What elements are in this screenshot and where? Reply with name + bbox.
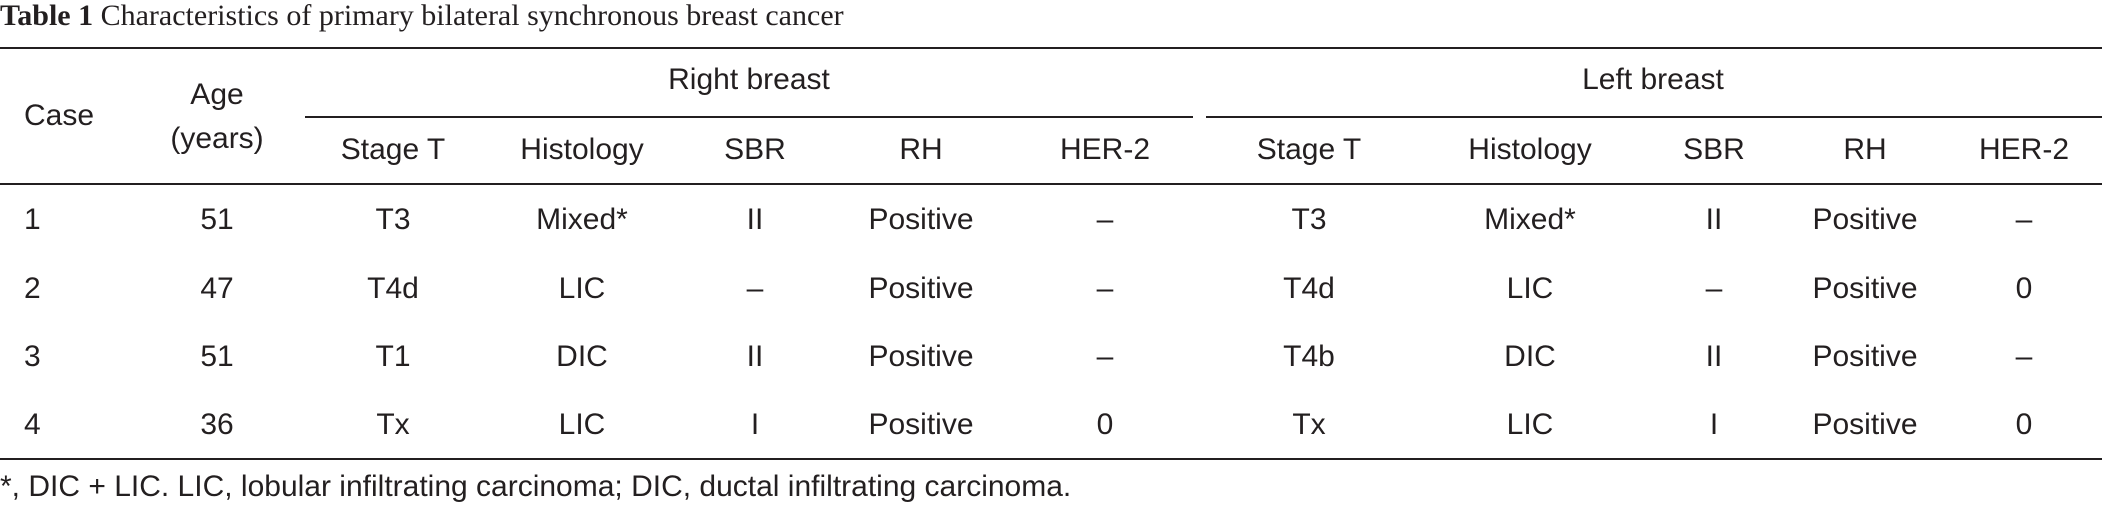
left-breast-rule	[1206, 116, 2102, 118]
row-age: 51	[200, 340, 234, 373]
row-right-rh: Positive	[868, 340, 974, 373]
header-right-histology: Histology	[520, 133, 644, 166]
row-left-stage: Tx	[1292, 408, 1326, 441]
header-left-histology: Histology	[1468, 133, 1592, 166]
row-left-stage: T4b	[1283, 340, 1335, 373]
row-right-sbr: I	[750, 408, 760, 441]
row-left-her2: 0	[2015, 272, 2033, 305]
row-right-sbr: II	[746, 203, 764, 236]
table-footnote: *, DIC + LIC. LIC, lobular infiltrating …	[0, 470, 1072, 503]
row-right-her2: 0	[1096, 408, 1114, 441]
header-left-rh: RH	[1843, 133, 1887, 166]
row-left-her2: 0	[2015, 408, 2033, 441]
row-right-histology: LIC	[558, 408, 606, 441]
row-right-stage: T1	[375, 340, 411, 373]
row-left-sbr: I	[1709, 408, 1719, 441]
row-left-sbr: II	[1705, 340, 1723, 373]
row-left-rh: Positive	[1812, 408, 1918, 441]
header-left-sbr: SBR	[1683, 133, 1745, 166]
row-right-rh: Positive	[868, 408, 974, 441]
header-right-sbr: SBR	[724, 133, 786, 166]
header-bottom-rule	[0, 183, 2102, 185]
row-case: 4	[24, 408, 41, 441]
row-right-sbr: –	[746, 272, 764, 305]
row-left-stage: T3	[1291, 203, 1327, 236]
row-left-histology: LIC	[1506, 408, 1554, 441]
header-left-breast: Left breast	[1582, 63, 1724, 96]
row-left-sbr: II	[1705, 203, 1723, 236]
header-right-rh: RH	[899, 133, 943, 166]
header-case: Case	[24, 99, 95, 132]
row-right-rh: Positive	[868, 272, 974, 305]
header-right-breast: Right breast	[668, 63, 830, 96]
row-age: 51	[200, 203, 234, 236]
row-left-her2: –	[2015, 340, 2033, 373]
row-age: 47	[200, 272, 234, 305]
row-right-histology: LIC	[558, 272, 606, 305]
table-caption-text: Characteristics of primary bilateral syn…	[100, 0, 844, 32]
row-left-sbr: –	[1705, 272, 1723, 305]
row-left-rh: Positive	[1812, 340, 1918, 373]
row-left-her2: –	[2015, 203, 2033, 236]
row-right-rh: Positive	[868, 203, 974, 236]
header-left-stage: Stage T	[1256, 133, 1362, 166]
row-left-histology: Mixed*	[1484, 203, 1576, 236]
row-left-histology: DIC	[1504, 340, 1556, 373]
row-left-histology: LIC	[1506, 272, 1554, 305]
row-case: 2	[24, 272, 41, 305]
header-age-line1: Age	[190, 78, 244, 111]
table-bottom-rule	[0, 458, 2102, 460]
row-right-histology: DIC	[556, 340, 608, 373]
row-left-rh: Positive	[1812, 203, 1918, 236]
row-age: 36	[200, 408, 234, 441]
table-caption: Table 1 Characteristics of primary bilat…	[0, 0, 844, 36]
row-left-rh: Positive	[1812, 272, 1918, 305]
row-right-her2: –	[1096, 340, 1114, 373]
header-age-line2: (years)	[170, 122, 264, 155]
header-right-stage: Stage T	[340, 133, 446, 166]
header-left-her2: HER-2	[1978, 133, 2070, 166]
row-right-sbr: II	[746, 340, 764, 373]
row-case: 3	[24, 340, 41, 373]
row-right-stage: T4d	[367, 272, 419, 305]
row-left-stage: T4d	[1283, 272, 1335, 305]
header-right-her2: HER-2	[1059, 133, 1151, 166]
row-case: 1	[24, 203, 41, 236]
table-caption-label: Table 1	[0, 0, 94, 32]
row-right-her2: –	[1096, 203, 1114, 236]
table-top-rule	[0, 47, 2102, 49]
row-right-stage: T3	[375, 203, 411, 236]
row-right-histology: Mixed*	[536, 203, 628, 236]
row-right-her2: –	[1096, 272, 1114, 305]
row-right-stage: Tx	[376, 408, 410, 441]
right-breast-rule	[305, 116, 1193, 118]
